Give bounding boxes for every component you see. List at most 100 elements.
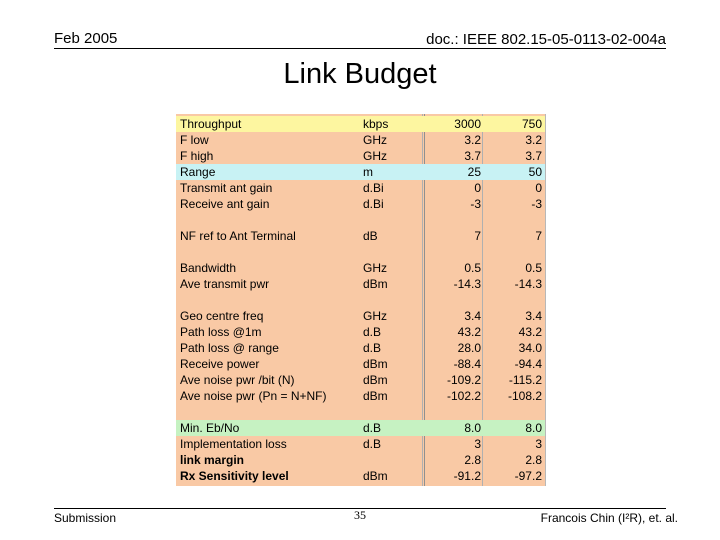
table-row: link margin 2.8 2.8	[176, 452, 545, 468]
row-label: Throughput	[180, 117, 242, 131]
value-col1: 28.0	[457, 341, 481, 355]
row-unit: dBm	[363, 389, 388, 403]
value-col1: 7	[474, 229, 481, 243]
value-col2: 7	[535, 229, 542, 243]
row-label: Receive power	[180, 357, 260, 371]
value-col2: 3	[535, 437, 542, 451]
row-label: Geo centre freq	[180, 309, 264, 323]
value-col1: 3.4	[464, 309, 481, 323]
value-col1: -102.2	[446, 389, 481, 403]
value-col2: 3.7	[525, 149, 542, 163]
table-row: Bandwidth GHz 0.5 0.5	[176, 260, 545, 276]
row-unit: dBm	[363, 357, 388, 371]
column-separator	[424, 114, 425, 486]
header-date: Feb 2005	[54, 30, 118, 47]
row-label: Ave transmit pwr	[180, 277, 270, 291]
row-label: Path loss @1m	[180, 325, 262, 339]
row-unit: kbps	[363, 117, 389, 131]
row-label: Rx Sensitivity level	[180, 469, 289, 483]
table-row: Min. Eb/No d.B 8.0 8.0	[176, 420, 545, 436]
row-unit: d.Bi	[363, 181, 384, 195]
table-row: Ave noise pwr (Pn = N+NF) dBm -102.2 -108.2	[176, 388, 545, 404]
table-row: Path loss @1m d.B 43.2 43.2	[176, 324, 545, 340]
link-budget-table: Throughput kbps 3000 750 F low GHz 3.2 3.2 F hig…	[176, 114, 546, 486]
table-row: F high GHz 3.7 3.7	[176, 148, 545, 164]
table-row: NF ref to Ant Terminal dB 7 7	[176, 228, 545, 244]
value-col1: -109.2	[446, 373, 481, 387]
value-col1: 0.5	[464, 261, 481, 275]
value-col1: 8.0	[464, 421, 481, 435]
value-col2: 0.5	[525, 261, 542, 275]
value-col1: 2.8	[464, 453, 481, 467]
row-label: link margin	[180, 453, 245, 467]
row-label: Implementation loss	[180, 437, 287, 451]
row-label: Range	[180, 165, 216, 179]
table-row: Implementation loss d.B 3 3	[176, 436, 545, 452]
table-row: Throughput kbps 3000 750	[176, 116, 545, 132]
value-col1: -14.3	[453, 277, 481, 291]
table-row: Geo centre freq GHz 3.4 3.4	[176, 308, 545, 324]
value-col2: 3.4	[525, 309, 542, 323]
header-rule	[54, 48, 666, 49]
value-col2: 0	[535, 181, 542, 195]
table-row: Receive power dBm -88.4 -94.4	[176, 356, 545, 372]
table-row: Path loss @ range d.B 28.0 34.0	[176, 340, 545, 356]
row-label: Bandwidth	[180, 261, 237, 275]
row-unit: d.B	[363, 437, 382, 451]
row-label: NF ref to Ant Terminal	[180, 229, 296, 243]
row-label: Min. Eb/No	[180, 421, 240, 435]
row-label: Ave noise pwr (Pn = N+NF)	[180, 389, 327, 403]
row-label: Ave noise pwr /bit (N)	[180, 373, 295, 387]
row-label: Transmit ant gain	[180, 181, 273, 195]
row-unit: dBm	[363, 373, 388, 387]
table-row: Transmit ant gain d.Bi 0 0	[176, 180, 545, 196]
table-row: Receive ant gain d.Bi -3 -3	[176, 196, 545, 212]
value-col2: 34.0	[518, 341, 542, 355]
value-col2: -97.2	[514, 469, 542, 483]
footer-submission: Submission	[54, 511, 117, 525]
header-doc-id: doc.: IEEE 802.15-05-0113-02-004a	[426, 31, 666, 48]
value-col1: 3000	[454, 117, 481, 131]
value-col1: 3	[474, 437, 481, 451]
column-separator	[422, 114, 423, 486]
row-label: Receive ant gain	[180, 197, 270, 211]
slide-title: Link Budget	[283, 58, 437, 90]
table-row: Ave noise pwr /bit (N) dBm -109.2 -115.2	[176, 372, 545, 388]
row-unit: d.B	[363, 325, 382, 339]
footer-author: Francois Chin (I²R), et. al.	[540, 511, 678, 525]
row-unit: m	[363, 165, 373, 179]
value-col1: 3.2	[464, 133, 481, 147]
value-col2: 8.0	[525, 421, 542, 435]
table-row: Range m 25 50	[176, 164, 545, 180]
value-col1: 0	[474, 181, 481, 195]
value-col2: -3	[531, 197, 542, 211]
value-col1: 43.2	[457, 325, 481, 339]
value-col2: -94.4	[514, 357, 542, 371]
row-unit: GHz	[363, 309, 387, 323]
footer-page-number: 35	[354, 508, 366, 522]
value-col1: -88.4	[453, 357, 481, 371]
row-unit: d.Bi	[363, 197, 384, 211]
row-label: F high	[180, 149, 214, 163]
value-col2: 50	[528, 165, 542, 179]
value-col2: 3.2	[525, 133, 542, 147]
row-unit: GHz	[363, 133, 387, 147]
value-col1: -91.2	[453, 469, 481, 483]
value-col2: -108.2	[507, 389, 542, 403]
row-label: F low	[180, 133, 209, 147]
row-label: Path loss @ range	[180, 341, 279, 355]
value-col2: -115.2	[508, 373, 542, 387]
value-col2: 2.8	[525, 453, 542, 467]
value-col2: -14.3	[514, 277, 542, 291]
row-unit: dBm	[363, 277, 388, 291]
value-col2: 43.2	[518, 325, 542, 339]
value-col2: 750	[521, 117, 542, 131]
value-col1: 3.7	[464, 149, 481, 163]
table-row: Rx Sensitivity level dBm -91.2 -97.2	[176, 468, 545, 484]
column-separator	[482, 114, 483, 486]
value-col1: -3	[470, 197, 481, 211]
value-col1: 25	[467, 165, 481, 179]
row-unit: dBm	[363, 469, 388, 483]
row-unit: dB	[363, 229, 378, 243]
footer-rule	[54, 508, 666, 509]
